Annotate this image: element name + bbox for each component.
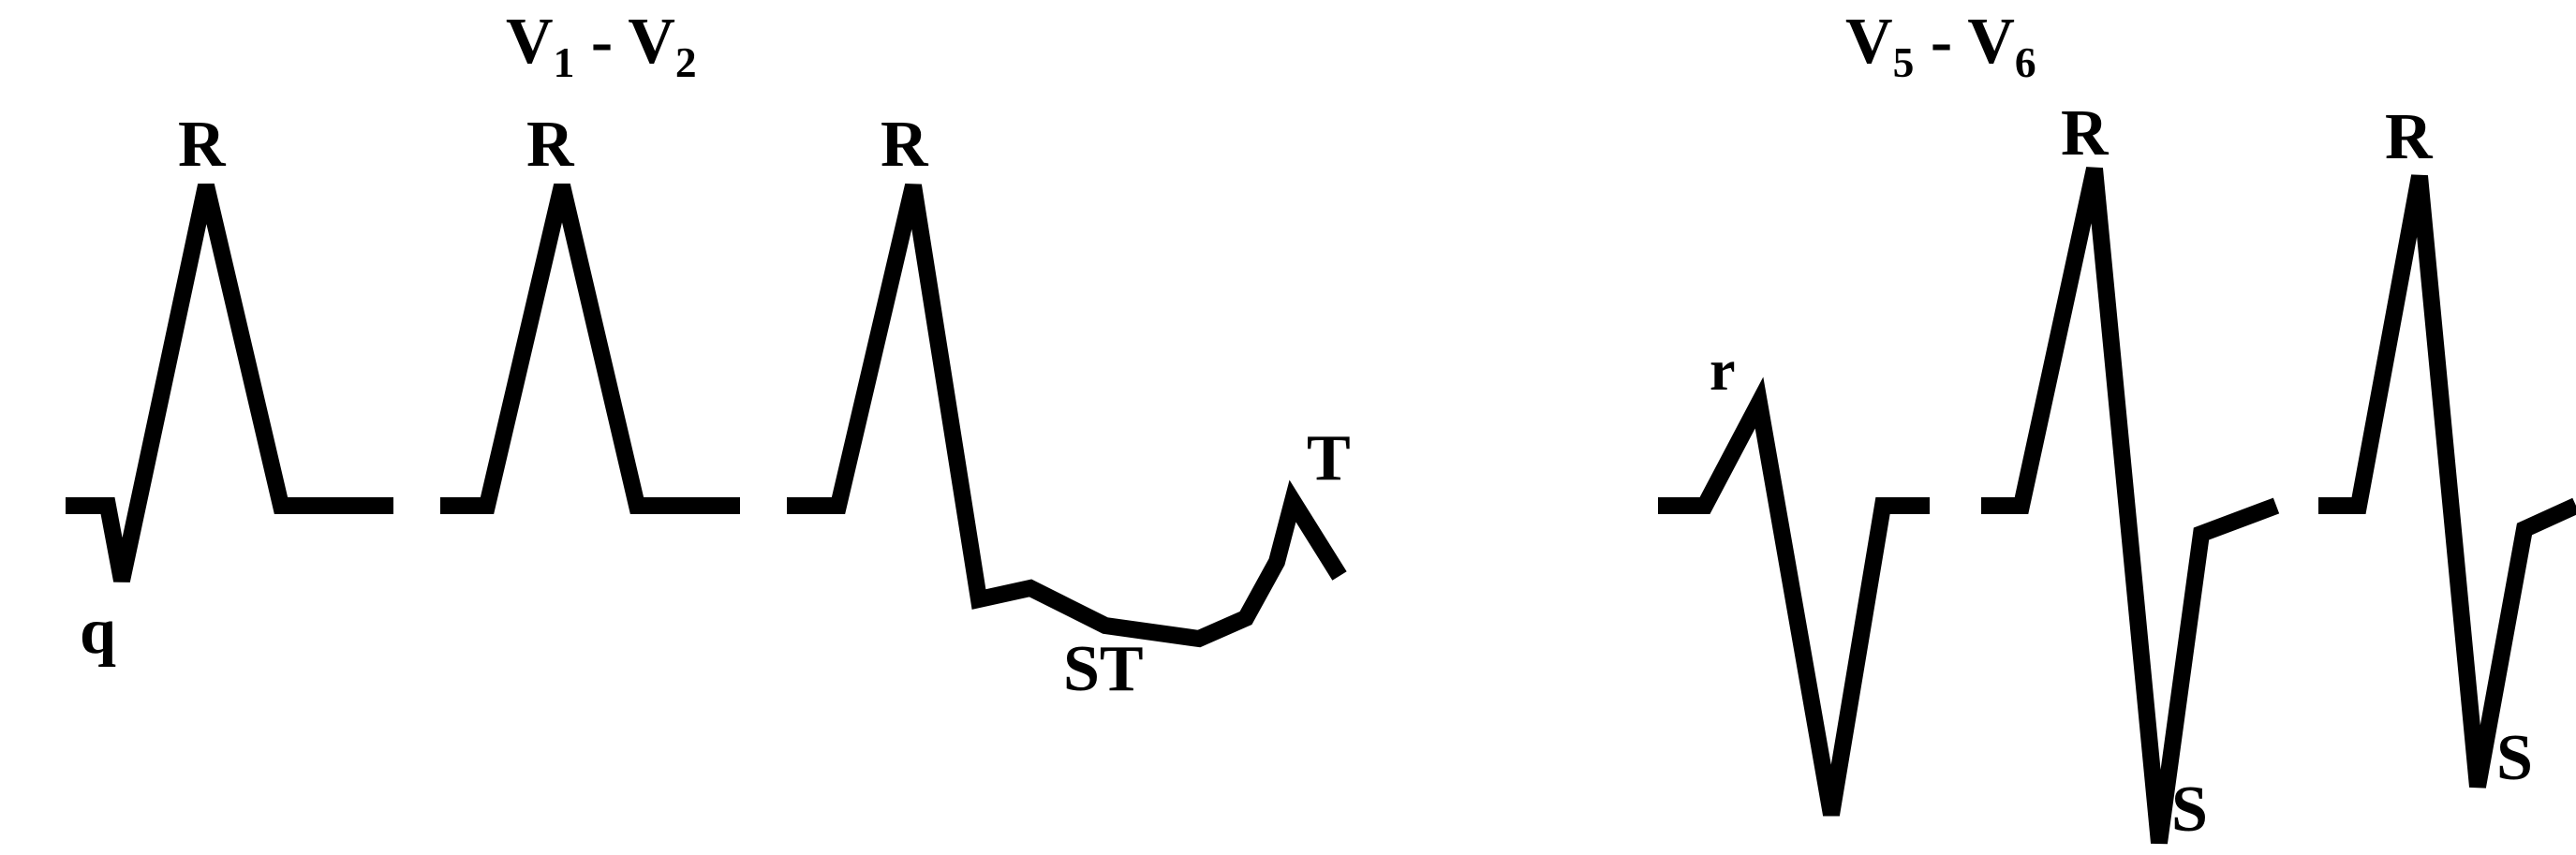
wave-label-left-wave-3-2: T bbox=[1307, 426, 1351, 492]
group-title-right: V5 - V6 bbox=[1845, 9, 2036, 84]
wave-label-left-wave-1-0: R bbox=[178, 112, 226, 178]
wave-label-right-wave-3-0: R bbox=[2385, 105, 2433, 170]
wave-label-left-wave-1-1: q bbox=[80, 599, 116, 665]
ecg-svg-canvas bbox=[0, 0, 2576, 855]
wave-label-right-wave-1-0: r bbox=[1710, 342, 1736, 400]
wave-label-left-wave-3-1: ST bbox=[1063, 637, 1144, 702]
wave-label-left-wave-3-0: R bbox=[881, 112, 928, 178]
wave-label-right-wave-3-1: S bbox=[2496, 726, 2533, 791]
wave-label-left-wave-2-0: R bbox=[526, 112, 574, 178]
ecg-waveform-right-wave-2 bbox=[1981, 169, 2276, 843]
ecg-waveform-left-wave-3 bbox=[787, 185, 1340, 639]
group-title-left: V1 - V2 bbox=[506, 9, 697, 84]
wave-label-right-wave-2-1: S bbox=[2171, 777, 2208, 843]
wave-label-right-wave-2-0: R bbox=[2061, 101, 2109, 167]
ecg-waveform-right-wave-1 bbox=[1658, 403, 1930, 815]
ecg-waveform-left-wave-2 bbox=[440, 185, 740, 506]
ecg-diagram-container: V1 - V2 Rq R R ST T V5 - V6 r R S R S bbox=[0, 0, 2576, 855]
ecg-waveform-left-wave-1 bbox=[66, 185, 393, 581]
ecg-waveform-right-wave-3 bbox=[2318, 176, 2576, 787]
